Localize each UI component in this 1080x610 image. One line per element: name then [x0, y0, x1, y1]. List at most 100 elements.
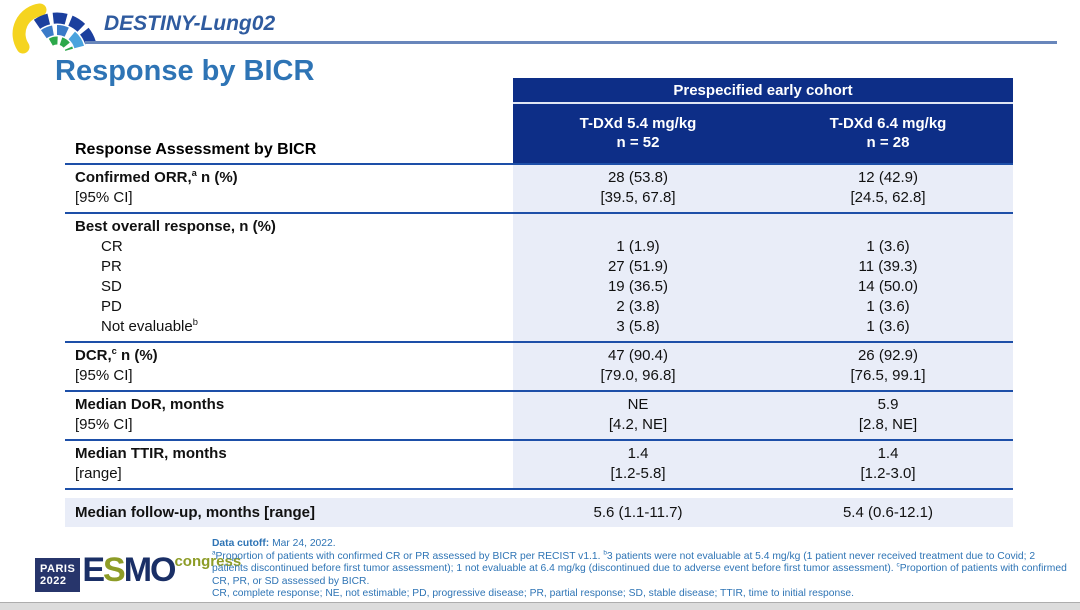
value-cell: NE: [627, 396, 649, 413]
value-cell: [76.5, 99.1]: [850, 367, 926, 384]
dor-values-54: NE [4.2, NE]: [513, 392, 763, 439]
value-cell: [4.2, NE]: [608, 416, 668, 433]
row-label: Best overall response, n (%): [75, 218, 276, 235]
conference-fan-logo: [12, 3, 97, 54]
value-cell: 1 (1.9): [616, 238, 660, 255]
esmo-wordmark: ESMO: [82, 551, 176, 589]
row-label: CR: [101, 238, 123, 255]
row-header-label: Response Assessment by BICR: [75, 141, 317, 158]
value-cell: [24.5, 62.8]: [850, 189, 926, 206]
bor-block: Best overall response, n (%) CR PR SD PD…: [65, 212, 1013, 341]
value-cell: 3 (5.8): [616, 318, 660, 335]
value-cell: 1 (3.6): [866, 298, 910, 315]
orr-block: Confirmed ORR,a n (%) [95% CI] 28 (53.8)…: [65, 163, 1013, 212]
data-cutoff-line: Data cutoff: Mar 24, 2022.: [212, 538, 336, 549]
dcr-block: DCR,c n (%) [95% CI] 47 (90.4) [79.0, 96…: [65, 341, 1013, 390]
paris-2022-badge: PARIS 2022: [35, 558, 81, 592]
row-label: [95% CI]: [75, 416, 133, 433]
bor-values-54: 1 (1.9) 27 (51.9) 19 (36.5) 2 (3.8) 3 (5…: [513, 214, 763, 341]
response-table: Response Assessment by BICR Prespecified…: [65, 78, 1013, 527]
dcr-values-64: 26 (92.9) [76.5, 99.1]: [763, 343, 1013, 390]
esmo-congress-logo: PARIS 2022 ESMO congress: [35, 551, 241, 592]
row-label: DCR,c n (%): [75, 346, 158, 364]
value-cell: 1 (3.6): [866, 318, 910, 335]
value-cell: 2 (3.8): [616, 298, 660, 315]
value-cell: [1.2-3.0]: [860, 465, 916, 482]
row-label: Median follow-up, months [range]: [75, 504, 315, 521]
ttir-labels: Median TTIR, months [range]: [65, 441, 513, 488]
value-cell: 26 (92.9): [857, 347, 919, 364]
header-divider: [85, 41, 1057, 44]
arm2-name: T-DXd 6.4 mg/kg: [829, 114, 947, 132]
row-label: [95% CI]: [75, 189, 133, 206]
row-label: [95% CI]: [75, 367, 133, 384]
row-label: Median TTIR, months: [75, 445, 227, 462]
cohort-header: Prespecified early cohort: [513, 78, 1013, 104]
value-cell: 12 (42.9): [857, 169, 919, 186]
fan-outer-arc: [33, 12, 97, 46]
arm-column-header-64: T-DXd 6.4 mg/kg n = 28: [763, 114, 1013, 152]
arm-header-row: T-DXd 5.4 mg/kg n = 52 T-DXd 6.4 mg/kg n…: [513, 104, 1013, 161]
ttir-values-64: 1.4 [1.2-3.0]: [763, 441, 1013, 488]
value-cell: [79.0, 96.8]: [600, 367, 676, 384]
table-header-right: Prespecified early cohort T-DXd 5.4 mg/k…: [513, 78, 1013, 163]
arm1-name: T-DXd 5.4 mg/kg: [579, 114, 697, 132]
value-cell: 47 (90.4): [607, 347, 669, 364]
row-label: PD: [101, 298, 122, 315]
ttir-values-54: 1.4 [1.2-5.8]: [513, 441, 763, 488]
value-cell: 5.6 (1.1-11.7): [593, 504, 683, 521]
row-label: SD: [101, 278, 122, 295]
row-label: Median DoR, months: [75, 396, 225, 413]
value-cell: 1.4: [627, 445, 649, 462]
dor-block: Median DoR, months [95% CI] NE [4.2, NE]…: [65, 390, 1013, 439]
row-label: PR: [101, 258, 122, 275]
fan-middle-arc-light: [68, 31, 85, 49]
row-label: Confirmed ORR,a n (%): [75, 168, 238, 186]
footnote-abc: aProportion of patients with confirmed C…: [212, 549, 1067, 587]
dor-labels: Median DoR, months [95% CI]: [65, 392, 513, 439]
congress-label: congress: [174, 553, 242, 570]
value-cell: [2.8, NE]: [858, 416, 918, 433]
followup-row: Median follow-up, months [range] 5.6 (1.…: [65, 498, 1013, 527]
value-cell: 1 (3.6): [866, 238, 910, 255]
table-header: Response Assessment by BICR Prespecified…: [65, 78, 1013, 163]
value-cell: 5.4 (0.6-12.1): [842, 504, 934, 521]
orr-values-54: 28 (53.8) [39.5, 67.8]: [513, 165, 763, 212]
table-header-left: Response Assessment by BICR: [65, 78, 513, 163]
row-label: [range]: [75, 465, 122, 482]
value-cell: [763, 217, 1013, 237]
congress-year: 2022: [40, 575, 67, 587]
orr-values-64: 12 (42.9) [24.5, 62.8]: [763, 165, 1013, 212]
abbreviations-line: CR, complete response; NE, not estimable…: [212, 588, 854, 600]
arm1-n: n = 52: [616, 133, 660, 151]
bor-labels: Best overall response, n (%) CR PR SD PD…: [65, 214, 513, 341]
dcr-values-54: 47 (90.4) [79.0, 96.8]: [513, 343, 763, 390]
value-cell: 11 (39.3): [858, 258, 918, 275]
dor-values-64: 5.9 [2.8, NE]: [763, 392, 1013, 439]
arm-column-header-54: T-DXd 5.4 mg/kg n = 52: [513, 114, 763, 152]
value-cell: [39.5, 67.8]: [600, 189, 676, 206]
page-title: Response by BICR: [55, 55, 315, 87]
bor-values-64: 1 (3.6) 11 (39.3) 14 (50.0) 1 (3.6) 1 (3…: [763, 214, 1013, 341]
value-cell: 1.4: [877, 445, 899, 462]
footnotes: Data cutoff: Mar 24, 2022. aProportion o…: [212, 538, 1070, 601]
value-cell: 5.9: [877, 396, 899, 413]
orr-labels: Confirmed ORR,a n (%) [95% CI]: [65, 165, 513, 212]
study-name: DESTINY-Lung02: [104, 12, 276, 35]
value-cell: 14 (50.0): [857, 278, 919, 295]
bottom-bar: [0, 602, 1080, 610]
value-cell: 28 (53.8): [607, 169, 669, 186]
congress-city: PARIS: [40, 563, 76, 575]
fan-yellow-crescent: [12, 3, 47, 54]
fan-inner-arc: [48, 36, 73, 52]
ttir-block: Median TTIR, months [range] 1.4 [1.2-5.8…: [65, 439, 1013, 490]
dcr-labels: DCR,c n (%) [95% CI]: [65, 343, 513, 390]
value-cell: 27 (51.9): [607, 258, 669, 275]
value-cell: [1.2-5.8]: [610, 465, 666, 482]
row-label: Not evaluableb: [101, 317, 198, 335]
value-cell: [513, 217, 763, 237]
arm2-n: n = 28: [866, 133, 910, 151]
value-cell: 19 (36.5): [607, 278, 669, 295]
fan-middle-arc: [40, 25, 71, 39]
